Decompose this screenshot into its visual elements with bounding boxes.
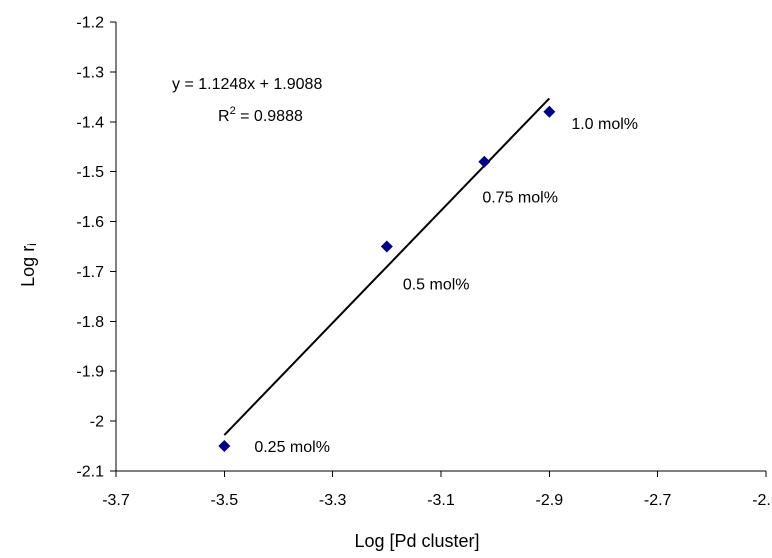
- data-point: [218, 440, 231, 453]
- x-tick-label: -2.9: [536, 492, 564, 509]
- point-label: 0.75 mol%: [482, 190, 558, 207]
- data-points-layer: [218, 105, 556, 453]
- data-point: [380, 240, 393, 253]
- point-label: 0.5 mol%: [403, 277, 470, 294]
- x-tick-label: -2.7: [644, 492, 672, 509]
- axes: -1.2 -1.3 -1.4 -1.5 -1.6 -1.7 -1.8 -1.9 -2 -2.1 -3…: [76, 15, 772, 510]
- trendline-layer: [223, 97, 551, 436]
- y-axis-title: Log ri: [18, 243, 39, 287]
- y-tick-label: -1.4: [76, 114, 104, 131]
- point-label: 1.0 mol%: [571, 116, 638, 133]
- y-tick-label: -1.5: [76, 164, 104, 181]
- x-tick-label: -3.5: [211, 492, 239, 509]
- x-tick-label: -3.1: [427, 492, 455, 509]
- x-tick-label: -3.7: [102, 492, 130, 509]
- x-axis-title: Log [Pd cluster]: [354, 531, 479, 551]
- y-tick-label: -1.9: [76, 364, 104, 381]
- point-annotations-layer: 0.25 mol% 0.5 mol% 0.75 mol% 1.0 mol%: [254, 116, 638, 456]
- y-tick-label: -1.7: [76, 264, 104, 281]
- y-tick-label: -1.8: [76, 314, 104, 331]
- data-point: [478, 155, 491, 168]
- y-tick-label: -2.1: [76, 464, 104, 481]
- data-point: [543, 105, 556, 118]
- r-squared-label: R2 = 0.9888: [218, 105, 303, 125]
- trendline-equation: y = 1.1248x + 1.9088: [172, 76, 322, 93]
- x-tick-label: -3.3: [319, 492, 347, 509]
- point-label: 0.25 mol%: [254, 439, 330, 456]
- x-tick-label: -2.5: [752, 492, 772, 509]
- y-tick-label: -1.2: [76, 15, 104, 32]
- y-tick-label: -1.6: [76, 214, 104, 231]
- y-tick-label: -1.3: [76, 64, 104, 81]
- trendline: [223, 97, 551, 436]
- y-tick-label: -2: [90, 414, 104, 431]
